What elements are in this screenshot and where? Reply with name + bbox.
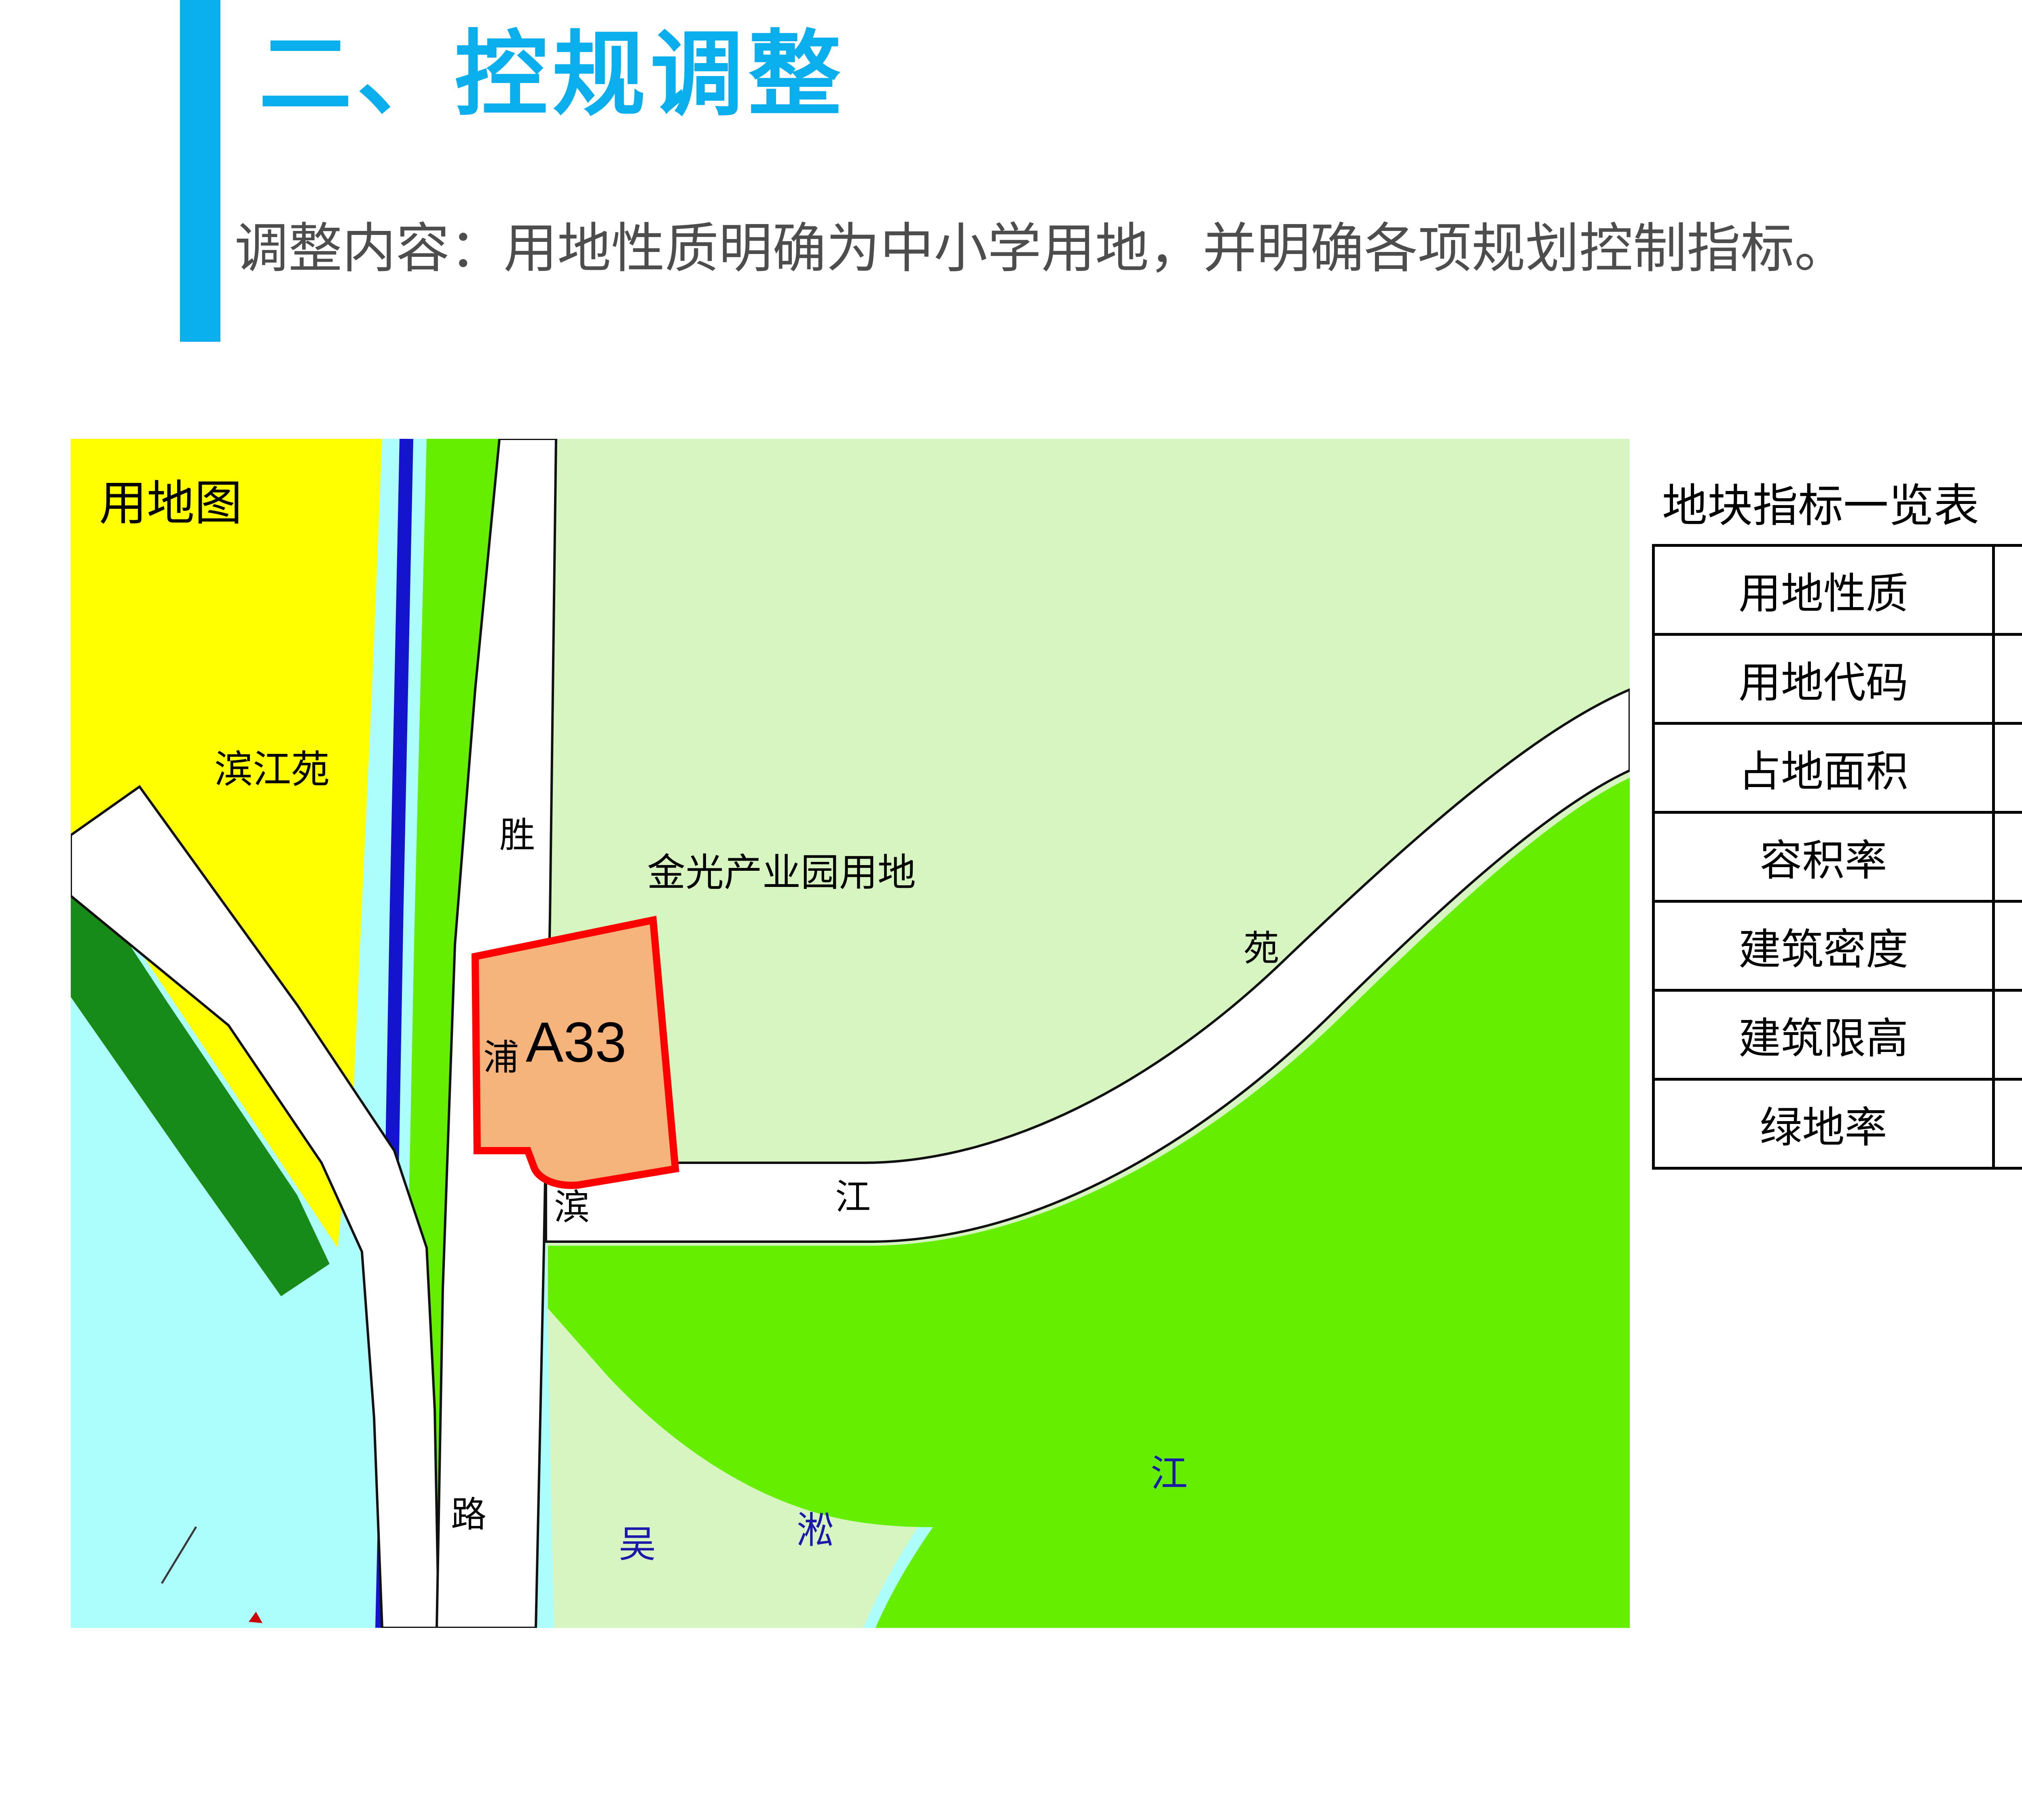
water-label-wu: 吴	[619, 1524, 656, 1565]
road-label-yuan: 苑	[1244, 928, 1279, 968]
table-row: 建筑密度 40%	[1652, 900, 2022, 992]
table-cell-value: A33	[1992, 633, 2022, 725]
table-cell-value: 中小学用地	[1992, 544, 2022, 636]
slide-header: 二、控规调整 调整内容：用地性质明确为中小学用地，并明确各项规划控制指标。	[0, 0, 2022, 364]
land-use-map[interactable]: 用地图 滨江苑 金光产业园用地 A33 胜 浦 路 滨 江 苑 吴 淞 江	[71, 439, 1630, 1628]
water-label-song: 淞	[797, 1510, 834, 1551]
land-use-map-svg: 用地图 滨江苑 金光产业园用地 A33 胜 浦 路 滨 江 苑 吴 淞 江	[71, 439, 1630, 1628]
table-cell-key: 容积率	[1652, 811, 1995, 903]
table-cell-value: 40米	[1992, 989, 2022, 1081]
road-label-pu: 浦	[483, 1037, 519, 1077]
riverside-park-green	[548, 778, 1630, 1527]
table-row: 占地面积 2.14公顷	[1652, 722, 2022, 814]
table-cell-key: 绿地率	[1652, 1078, 1995, 1170]
table-row: 建筑限高 40米	[1652, 989, 2022, 1081]
table-cell-key: 建筑密度	[1652, 900, 1995, 992]
table-row: 容积率 1.2	[1652, 811, 2022, 903]
table-cell-value: 40%	[1992, 900, 2022, 992]
road-label-lu: 路	[451, 1494, 486, 1534]
shore-green-belt-left	[71, 855, 330, 1296]
table-cell-key: 占地面积	[1652, 722, 1995, 814]
water-label-jiang: 江	[1151, 1453, 1188, 1494]
road-label-bin: 滨	[554, 1187, 590, 1227]
table-cell-key: 建筑限高	[1652, 989, 1995, 1081]
road-shengpu-south	[71, 785, 440, 1628]
map-caption: 用地图	[99, 477, 242, 530]
indicator-table: 用地性质 中小学用地 用地代码 A33 占地面积 2.14公顷 容积率 1.2 …	[1652, 544, 2022, 1170]
table-cell-key: 用地代码	[1652, 633, 1995, 725]
indicator-table-title: 地块指标一览表	[1662, 480, 1979, 531]
parcel-a33[interactable]	[471, 916, 679, 1189]
water-annotation-line	[161, 1526, 197, 1584]
table-cell-value: 2.14公顷	[1992, 722, 2022, 814]
road-label-jiang: 江	[835, 1177, 871, 1217]
parcel-a33-label: A33	[526, 1010, 626, 1074]
table-cell-value: 1.2	[1992, 811, 2022, 903]
page-subtitle: 调整内容：用地性质明确为中小学用地，并明确各项规划控制指标。	[235, 219, 1848, 279]
table-row: 绿地率 25%	[1652, 1078, 2022, 1170]
table-row: 用地性质 中小学用地	[1652, 544, 2022, 636]
road-binjiangyuan	[545, 688, 1630, 1243]
title-accent-bar	[180, 0, 220, 342]
table-cell-value: 25%	[1992, 1078, 2022, 1170]
label-jinguang-park: 金光产业园用地	[647, 851, 916, 894]
road-label-sheng: 胜	[499, 815, 535, 855]
table-cell-key: 用地性质	[1652, 544, 1995, 636]
label-binjiangyuan: 滨江苑	[214, 748, 330, 791]
page-title: 二、控规调整	[259, 23, 846, 127]
red-marker-icon	[249, 1612, 262, 1623]
table-row: 用地代码 A33	[1652, 633, 2022, 725]
